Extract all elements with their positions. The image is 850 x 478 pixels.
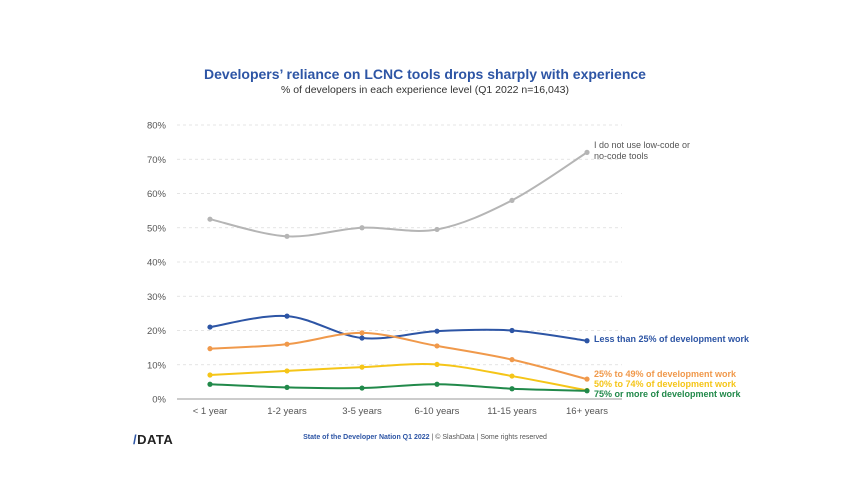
data-point xyxy=(359,364,365,370)
series-line xyxy=(209,314,588,342)
chart-subtitle: % of developers in each experience level… xyxy=(280,84,570,96)
series-label: 75% or more of development work xyxy=(594,389,742,399)
y-tick-label: 30% xyxy=(147,292,167,303)
series-label: 50% to 74% of development work xyxy=(594,379,737,389)
data-point xyxy=(284,368,290,374)
data-point xyxy=(509,373,515,379)
data-point xyxy=(284,233,290,239)
data-point xyxy=(509,386,515,392)
data-point xyxy=(284,341,290,347)
y-tick-label: 0% xyxy=(152,395,166,406)
data-point xyxy=(509,197,515,203)
chart-title: Developers’ reliance on LCNC tools drops… xyxy=(204,66,646,82)
data-point xyxy=(509,327,515,334)
series-line xyxy=(209,151,588,238)
series-label: I do not use low-code or no-code tools xyxy=(594,140,690,161)
x-tick-label: < 1 year xyxy=(193,406,228,417)
x-tick-label: 11-15 years xyxy=(487,406,537,417)
series-line xyxy=(209,331,588,381)
x-tick-label: 1-2 years xyxy=(267,406,307,417)
data-point xyxy=(584,149,590,155)
x-tick-label: 6-10 years xyxy=(415,406,460,417)
y-tick-label: 40% xyxy=(147,258,167,269)
data-point xyxy=(207,372,213,378)
data-point xyxy=(207,346,213,352)
data-point xyxy=(584,388,590,394)
y-tick-label: 50% xyxy=(147,223,167,234)
data-point xyxy=(434,381,440,387)
footer-report-title: State of the Developer Nation Q1 2022 xyxy=(303,434,430,441)
footer-copyright: | © SlashData | Some rights reserved xyxy=(429,434,547,441)
data-point xyxy=(359,225,365,231)
y-tick-label: 10% xyxy=(147,360,167,371)
footer-text: State of the Developer Nation Q1 2022 | … xyxy=(0,434,850,441)
data-point xyxy=(434,361,440,368)
series-label: 25% to 49% of development work xyxy=(594,369,737,379)
y-tick-label: 20% xyxy=(147,326,167,337)
y-tick-label: 60% xyxy=(147,189,167,200)
data-point xyxy=(584,338,590,344)
series-line xyxy=(209,363,588,392)
series-label: Less than 25% of development work xyxy=(594,334,750,344)
data-point xyxy=(359,385,365,391)
data-point xyxy=(584,376,590,382)
y-tick-label: 70% xyxy=(147,155,167,166)
data-point xyxy=(207,381,213,387)
data-point xyxy=(284,384,290,390)
x-tick-label: 3-5 years xyxy=(342,406,382,417)
data-point xyxy=(207,324,213,330)
data-point xyxy=(434,343,440,349)
data-point xyxy=(284,313,290,319)
x-tick-label: 16+ years xyxy=(566,406,608,417)
slashdata-logo: /DATA xyxy=(133,432,174,447)
y-tick-label: 80% xyxy=(147,121,167,132)
data-point xyxy=(359,335,365,341)
data-point xyxy=(359,330,365,336)
series-line xyxy=(209,383,588,392)
data-point xyxy=(509,357,515,363)
data-point xyxy=(207,216,213,222)
data-point xyxy=(434,328,440,334)
data-point xyxy=(434,226,440,233)
